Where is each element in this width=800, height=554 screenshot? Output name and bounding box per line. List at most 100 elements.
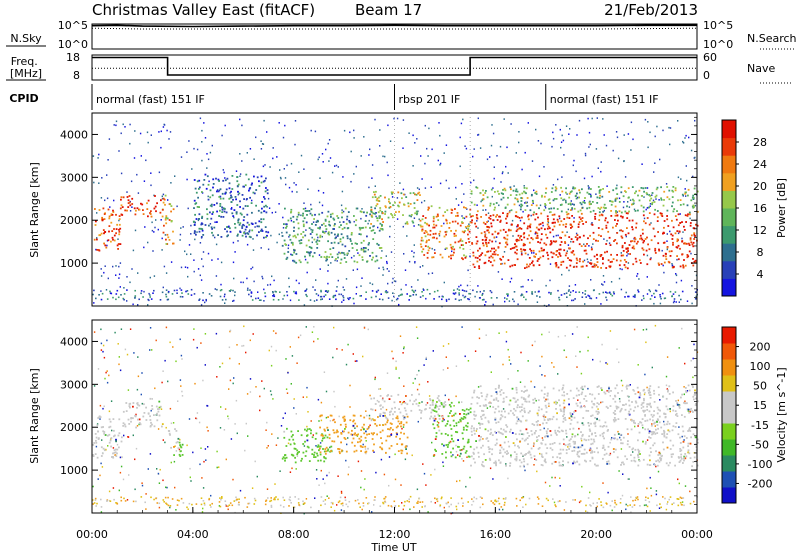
velocity-cell [415, 402, 418, 405]
power-cell [253, 175, 255, 178]
velocity-cell [614, 499, 616, 502]
power-cell [418, 188, 420, 191]
power-cell [216, 190, 218, 193]
velocity-cell [673, 502, 675, 504]
velocity-cell [400, 484, 402, 486]
power-cell [476, 204, 478, 206]
power-cell [219, 289, 222, 292]
power-cell [480, 200, 482, 203]
power-cell [669, 127, 672, 129]
power-cell [628, 210, 630, 213]
power-cell [247, 233, 250, 235]
velocity-cell [135, 447, 138, 450]
power-cell [489, 156, 491, 158]
power-cell [435, 237, 438, 240]
velocity-cell [572, 499, 574, 501]
power-cell [292, 221, 295, 223]
velocity-cell [574, 499, 576, 501]
power-cell [627, 133, 630, 135]
power-cell [146, 208, 149, 210]
velocity-cell [466, 422, 469, 425]
velocity-cell [391, 350, 393, 353]
velocity-cell [160, 408, 163, 410]
power-cell [529, 263, 531, 266]
velocity-cell [109, 425, 112, 428]
velocity-cell [170, 446, 172, 449]
power-cell [381, 250, 383, 252]
velocity-cell [406, 452, 408, 455]
power-cell [483, 262, 486, 265]
velocity-cell [439, 405, 441, 407]
power-cell [590, 279, 592, 281]
velocity-cell [109, 439, 112, 442]
velocity-cell [676, 498, 679, 500]
velocity-cell [679, 496, 682, 499]
velocity-cell [400, 425, 402, 428]
velocity-cell [432, 417, 435, 420]
power-cell [573, 159, 575, 162]
velocity-cell [113, 449, 116, 452]
power-cell [506, 298, 508, 300]
power-cell [351, 242, 353, 245]
power-cell [198, 298, 201, 300]
power-cell [219, 195, 222, 198]
power-cell [223, 295, 226, 298]
power-cell [110, 240, 112, 243]
power-cell [400, 293, 403, 296]
power-cell [558, 253, 561, 255]
power-cell [235, 211, 238, 214]
power-cell [479, 290, 481, 293]
power-cell [221, 192, 224, 195]
power-cell [456, 288, 459, 290]
station-title: Christmas Valley East (fitACF) [92, 1, 315, 19]
power-cell [687, 194, 689, 197]
power-cell [488, 226, 491, 229]
velocity-cell [633, 419, 635, 422]
power-cell [614, 214, 617, 217]
power-cell [233, 299, 235, 302]
power-cell [513, 291, 516, 293]
power-cell [466, 284, 469, 287]
power-cell [683, 242, 685, 245]
power-cell [168, 239, 171, 241]
power-cell [533, 252, 535, 254]
power-cell [636, 275, 638, 277]
power-cell [195, 191, 198, 194]
velocity-cell [203, 460, 205, 463]
power-cell [405, 196, 408, 198]
power-cell [237, 221, 240, 224]
velocity-cell [544, 435, 546, 438]
power-cell [384, 205, 387, 208]
power-cell [690, 199, 693, 202]
velocity-cell [504, 501, 506, 504]
power-cell [232, 289, 234, 292]
power-cell [463, 254, 465, 257]
velocity-cell [504, 451, 507, 454]
velocity-cell [440, 402, 443, 404]
power-cell [603, 134, 605, 136]
power-cell [540, 249, 543, 252]
power-cell [371, 251, 374, 254]
power-cell [522, 285, 524, 288]
velocity-cell [178, 499, 180, 502]
velocity-cell [149, 419, 152, 421]
velocity-cell [441, 415, 444, 418]
power-cell [279, 291, 281, 293]
velocity-cell [273, 497, 276, 499]
power-cell [358, 254, 361, 257]
power-cell [348, 250, 351, 252]
velocity-cell [156, 468, 158, 470]
power-cell [495, 236, 498, 238]
power-cell [233, 209, 236, 211]
velocity-cell [425, 484, 427, 486]
power-cell [203, 122, 205, 124]
velocity-cell [314, 497, 316, 499]
power-cell [514, 197, 517, 200]
power-cell [490, 225, 493, 228]
power-cell [503, 187, 506, 190]
velocity-cell [666, 420, 669, 423]
velocity-cell [639, 505, 641, 507]
power-cell [296, 215, 299, 218]
power-cell [308, 254, 311, 257]
power-cell [242, 281, 244, 284]
